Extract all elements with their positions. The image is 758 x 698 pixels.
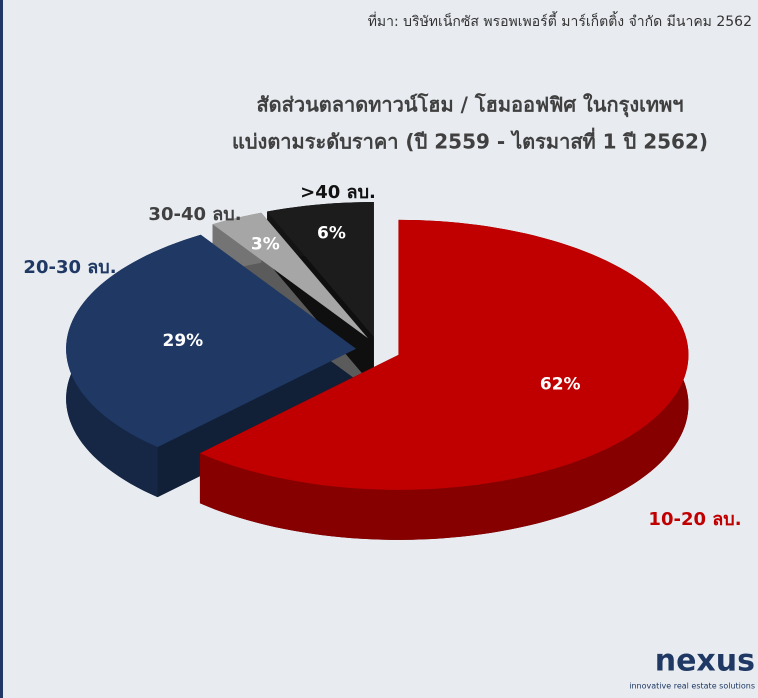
category-label: 30-40 ลบ. [148, 204, 241, 225]
slice [66, 234, 357, 448]
value-label: 6% [317, 224, 346, 244]
slice-rim [199, 219, 689, 540]
value-label: 3% [251, 234, 280, 254]
category-label: >40 ลบ. [300, 182, 376, 203]
category-label: 20-30 ลบ. [23, 257, 116, 278]
chart-title: สัดส่วนตลาดทาวน์โฮม / โฮมออฟฟิศ ในกรุงเท… [256, 93, 683, 118]
source: ที่มา: บริษัทเน็กซัส พรอพเพอร์ตี้ มาร์เก… [368, 11, 752, 30]
slice [199, 219, 689, 490]
slice [212, 212, 369, 339]
value-label: 29% [163, 331, 204, 351]
chart-title: แบ่งตามระดับราคา (ปี 2559 - ไตรมาสที่ 1 … [232, 127, 708, 154]
logo-tagline: innovative real estate solutions [629, 682, 755, 691]
logo: nexus [655, 644, 755, 679]
left-border [0, 0, 3, 698]
slice [267, 202, 374, 338]
value-label: 62% [540, 375, 581, 395]
category-label: 10-20 ลบ. [648, 509, 741, 530]
